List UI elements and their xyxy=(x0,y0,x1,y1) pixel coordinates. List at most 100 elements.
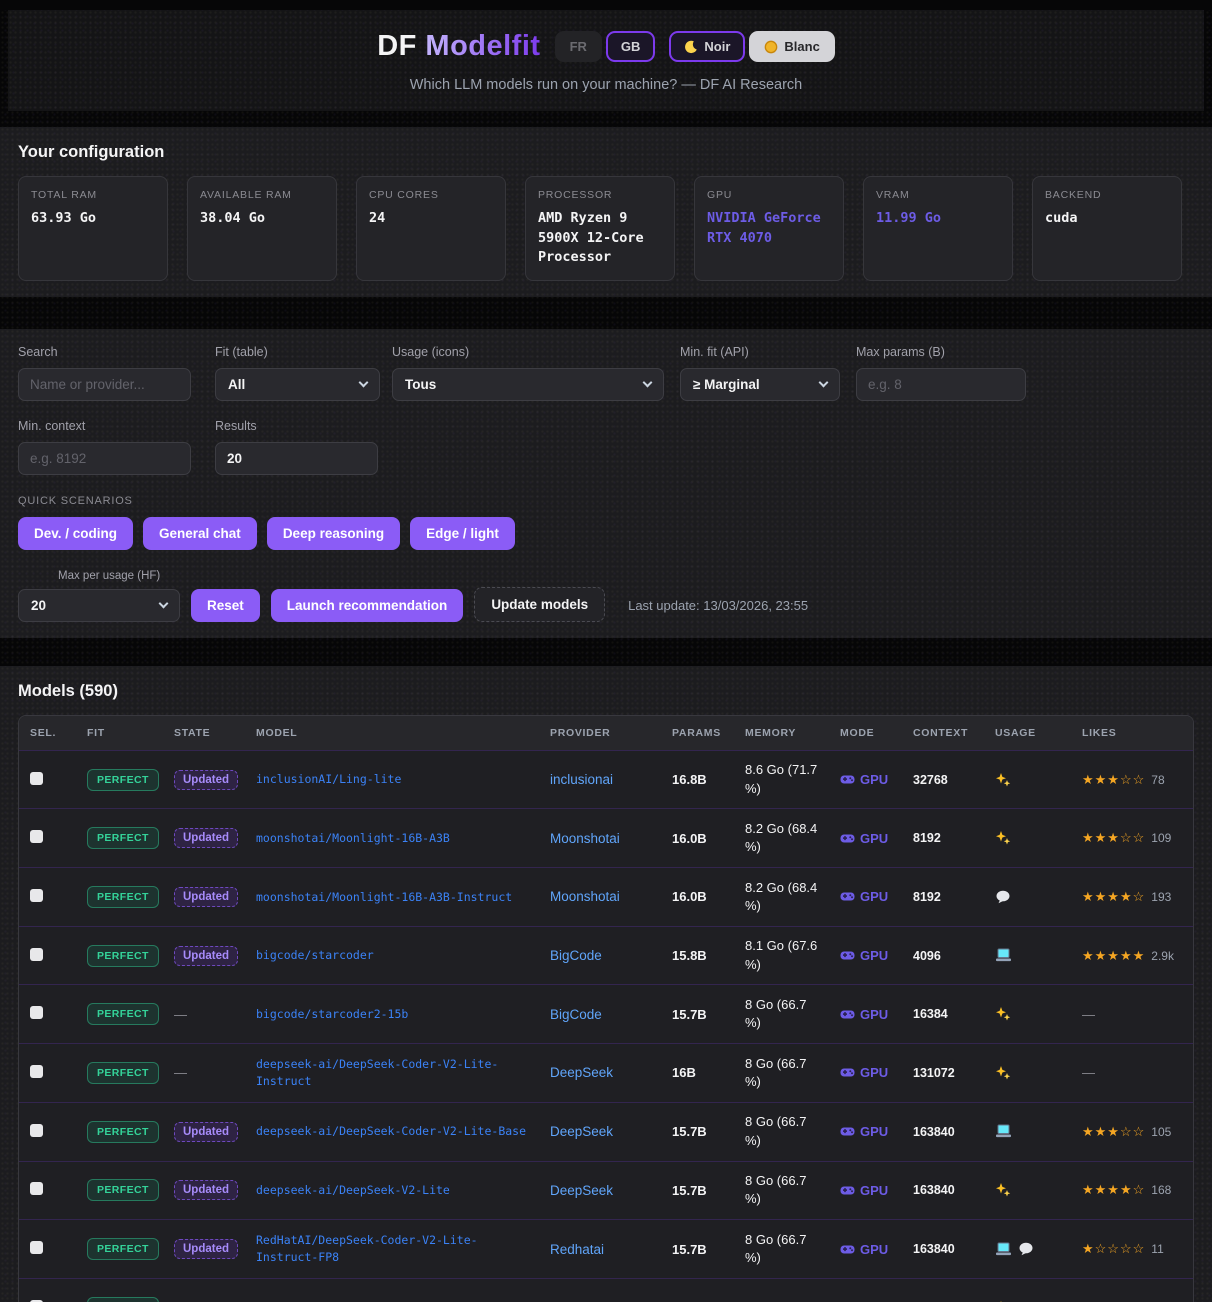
fit-badge: PERFECT xyxy=(87,768,159,791)
mode-cell: GPU xyxy=(829,1007,902,1022)
model-link[interactable]: deepseek-ai/DeepSeek-V2-Lite xyxy=(256,1183,450,1197)
mode-cell: GPU xyxy=(829,1065,902,1080)
fit-cell: PERFECT xyxy=(76,1120,163,1143)
row-checkbox[interactable] xyxy=(30,1241,43,1255)
update-models-button[interactable]: Update models xyxy=(474,586,606,622)
row-checkbox[interactable] xyxy=(30,1182,43,1196)
usage-cell xyxy=(984,1242,1071,1257)
model-link[interactable]: WizardLMTeam/WizardCoder-15B-V1.0 xyxy=(256,1300,490,1302)
min-fit-field: Min. fit (API) ≥ Marginal xyxy=(680,345,840,401)
row-checkbox[interactable] xyxy=(30,1064,43,1078)
model-cell: RedHatAI/DeepSeek-Coder-V2-Lite-Instruct… xyxy=(245,1232,539,1265)
config-card: CPU CORES 24 xyxy=(356,176,506,281)
models-heading: Models (590) xyxy=(18,681,118,700)
provider-link[interactable]: Redhatai xyxy=(550,1241,605,1257)
column-header: CONTEXT xyxy=(913,726,969,739)
scenario-button-general-chat[interactable]: General chat xyxy=(143,516,257,550)
config-card-label: CPU CORES xyxy=(369,189,439,201)
scenario-button-deep-reasoning[interactable]: Deep reasoning xyxy=(266,516,401,550)
search-input[interactable] xyxy=(18,367,191,401)
provider-link[interactable]: BigCode xyxy=(550,948,602,964)
context-cell: 131072 xyxy=(913,1065,955,1080)
row-checkbox[interactable] xyxy=(30,1123,43,1137)
config-card: GPU NVIDIA GeForce RTX 4070 xyxy=(694,176,844,281)
mode-cell: GPU xyxy=(829,889,902,904)
theme-dark-button[interactable]: Noir xyxy=(669,31,746,62)
sel-cell xyxy=(19,771,76,788)
row-checkbox[interactable] xyxy=(30,830,43,844)
context-cell: 163840 xyxy=(913,1183,955,1198)
model-cell: WizardLMTeam/WizardCoder-15B-V1.0 xyxy=(245,1299,539,1302)
config-card-value: cuda xyxy=(1045,210,1078,226)
provider-link[interactable]: BigCode xyxy=(550,1006,602,1022)
min-fit-select[interactable]: ≥ Marginal xyxy=(680,367,840,401)
mode-label: GPU xyxy=(860,1300,888,1302)
model-cell: bigcode/starcoder2-15b xyxy=(245,1006,539,1023)
lang-fr-button[interactable]: FR xyxy=(554,31,602,62)
provider-link[interactable]: inclusionai xyxy=(550,772,614,788)
state-cell: Updated xyxy=(163,945,245,966)
max-params-input[interactable] xyxy=(856,367,1026,401)
state-badge: Updated xyxy=(174,945,238,966)
provider-link[interactable]: WizardLM xyxy=(550,1300,611,1302)
table-row: PERFECT Updated inclusionAI/Ling-lite inclu… xyxy=(19,749,1193,809)
row-checkbox[interactable] xyxy=(30,888,43,902)
memory-cell: 8 Go (66.7 %) xyxy=(745,1114,807,1148)
config-card-label: VRAM xyxy=(876,189,910,201)
scenario-button-edge-light[interactable]: Edge / light xyxy=(410,516,515,550)
laptop-icon xyxy=(996,1242,1011,1255)
mode-cell: GPU xyxy=(829,948,902,963)
sparkles-icon xyxy=(996,772,1011,787)
min-context-input[interactable] xyxy=(18,441,191,475)
sel-cell xyxy=(19,888,76,905)
fit-badge: PERFECT xyxy=(87,1120,159,1143)
provider-link[interactable]: DeepSeek xyxy=(550,1182,614,1198)
star-rating: ★☆☆☆☆ xyxy=(1082,1241,1146,1257)
row-checkbox[interactable] xyxy=(30,1299,43,1302)
gamepad-icon xyxy=(840,1127,855,1136)
model-link[interactable]: moonshotai/Moonlight-16B-A3B xyxy=(256,830,450,845)
model-link[interactable]: bigcode/starcoder2-15b xyxy=(256,1006,409,1021)
model-link[interactable]: moonshotai/Moonlight-16B-A3B-Instruct xyxy=(256,889,513,904)
theme-light-button[interactable]: Blanc xyxy=(749,31,835,62)
mode-cell: GPU xyxy=(829,1124,902,1139)
lang-gb-button[interactable]: GB xyxy=(605,31,656,62)
star-rating: ★★★☆☆ xyxy=(1082,1123,1146,1139)
reset-button[interactable]: Reset xyxy=(191,588,260,622)
model-link[interactable]: RedHatAI/DeepSeek-Coder-V2-Lite-Instruct… xyxy=(256,1233,478,1265)
model-link[interactable]: bigcode/starcoder xyxy=(256,948,374,963)
launch-recommendation-button[interactable]: Launch recommendation xyxy=(270,588,464,622)
context-cell: 8192 xyxy=(913,831,941,846)
last-update-text: Last update: 13/03/2026, 23:55 xyxy=(628,597,809,613)
model-link[interactable]: deepseek-ai/DeepSeek-Coder-V2-Lite-Instr… xyxy=(256,1057,499,1088)
model-link[interactable]: deepseek-ai/DeepSeek-Coder-V2-Lite-Base xyxy=(256,1124,527,1139)
max-per-usage-select[interactable]: 20 xyxy=(18,588,180,622)
fit-badge: PERFECT xyxy=(87,1296,159,1302)
row-checkbox[interactable] xyxy=(30,1006,43,1020)
provider-link[interactable]: DeepSeek xyxy=(550,1065,614,1081)
likes-cell: ★☆☆☆☆ 11 xyxy=(1071,1241,1193,1257)
mode-cell: GPU xyxy=(829,1242,902,1257)
fit-cell: PERFECT xyxy=(76,1061,163,1084)
provider-link[interactable]: Moonshotai xyxy=(550,889,620,905)
results-input[interactable] xyxy=(215,441,378,475)
provider-cell: BigCode xyxy=(539,948,661,963)
usage-cell xyxy=(984,1006,1071,1022)
usage-select[interactable]: Tous xyxy=(392,367,664,401)
model-link[interactable]: inclusionAI/Ling-lite xyxy=(256,772,402,787)
state-badge: Updated xyxy=(174,1121,238,1142)
mode-cell: GPU xyxy=(829,831,902,846)
provider-link[interactable]: DeepSeek xyxy=(550,1124,614,1140)
config-card: PROCESSOR AMD Ryzen 9 5900X 12-Core Proce… xyxy=(525,176,675,281)
provider-link[interactable]: Moonshotai xyxy=(550,830,620,846)
row-checkbox[interactable] xyxy=(30,771,43,785)
row-checkbox[interactable] xyxy=(30,947,43,961)
model-cell: bigcode/starcoder xyxy=(245,947,539,964)
scenario-button-dev-coding[interactable]: Dev. / coding xyxy=(18,516,134,550)
mode-label: GPU xyxy=(860,1241,889,1257)
star-rating: ★★★☆☆ xyxy=(1082,830,1146,846)
table-row: PERFECT Updated bigcode/starcoder BigCode 15… xyxy=(19,925,1193,985)
results-label: Results xyxy=(215,418,257,433)
column-header: SEL. xyxy=(30,726,57,739)
fit-select[interactable]: All xyxy=(215,367,380,401)
